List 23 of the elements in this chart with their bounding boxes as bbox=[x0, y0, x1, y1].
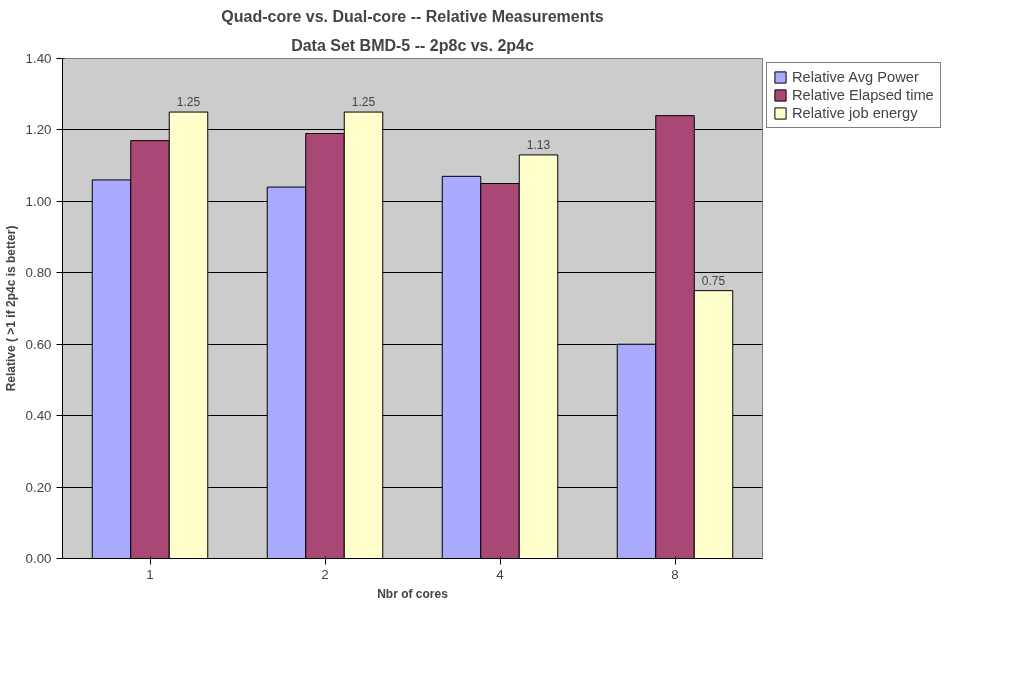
y-axis-title: Relative ( >1 if 2p4c is better) bbox=[3, 225, 18, 392]
x-axis-title: Nbr of cores bbox=[377, 586, 449, 601]
legend-label: Relative Avg Power bbox=[792, 69, 919, 85]
y-tick-label: 1.00 bbox=[25, 193, 52, 209]
legend-label: Relative job energy bbox=[792, 105, 918, 121]
chart-subtitle: Data Set BMD-5 -- 2p8c vs. 2p4c bbox=[291, 36, 534, 54]
y-tick-label: 0.00 bbox=[25, 551, 52, 566]
y-tick-label: 1.20 bbox=[25, 122, 52, 138]
chart-title: Quad-core vs. Dual-core -- Relative Measurements bbox=[221, 7, 604, 25]
y-tick-label: 0.60 bbox=[25, 336, 52, 352]
legend-label: Relative Elapsed time bbox=[792, 87, 934, 103]
x-tick-label: 1 bbox=[146, 566, 154, 582]
y-tick-label: 1.40 bbox=[25, 51, 52, 66]
data-label: 0.75 bbox=[701, 273, 726, 288]
y-tick-label: 0.80 bbox=[25, 265, 52, 281]
y-tick-label: 0.20 bbox=[25, 479, 52, 495]
x-tick-label: 2 bbox=[321, 566, 329, 582]
data-label: 1.25 bbox=[351, 95, 376, 110]
y-tick-label: 0.40 bbox=[25, 408, 52, 424]
x-tick-label: 4 bbox=[496, 566, 505, 582]
x-tick-label: 8 bbox=[671, 566, 679, 582]
data-label: 1.13 bbox=[526, 137, 551, 152]
data-label: 1.25 bbox=[176, 95, 201, 110]
